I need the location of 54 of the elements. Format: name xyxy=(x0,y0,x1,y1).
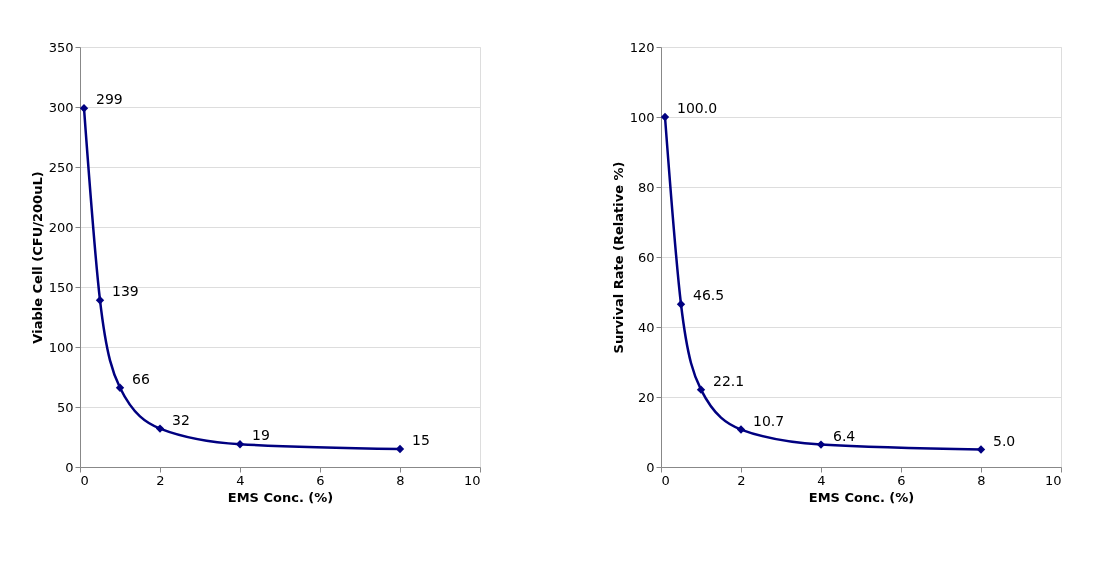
x-tick-label: 0 xyxy=(80,472,89,488)
x-tick-label: 4 xyxy=(817,472,826,488)
x-tick-label: 10 xyxy=(463,472,481,488)
x-tick-label: 8 xyxy=(977,472,986,488)
x-axis-title: EMS Conc. (%) xyxy=(808,489,915,505)
x-tick-label: 6 xyxy=(316,472,325,488)
x-tick-label: 8 xyxy=(396,472,405,488)
data-label: 139 xyxy=(112,283,139,300)
x-axis-title: EMS Conc. (%) xyxy=(227,489,334,505)
y-tick-label: 150 xyxy=(48,279,74,295)
y-tick-label: 100 xyxy=(48,339,74,355)
data-label: 22.1 xyxy=(713,372,745,389)
y-tick-label: 0 xyxy=(65,459,74,475)
point xyxy=(816,440,826,449)
point xyxy=(115,383,125,392)
point xyxy=(79,104,89,113)
y-tick-label: 80 xyxy=(637,179,655,195)
point xyxy=(155,424,165,433)
y-tick-label: 50 xyxy=(56,399,74,415)
point xyxy=(696,385,706,394)
point xyxy=(660,112,670,122)
x-tick-label: 0 xyxy=(661,472,670,488)
data-label: 19 xyxy=(252,427,270,444)
y-tick-label: 250 xyxy=(48,159,74,175)
x-tick-label: 6 xyxy=(897,472,906,488)
y-axis-title: Viable Cell (CFU/200uL) xyxy=(29,171,45,344)
y-tick-label: 200 xyxy=(48,219,74,235)
x-tick-label: 4 xyxy=(236,472,245,488)
data-label: 66 xyxy=(132,370,150,387)
data-label: 100.0 xyxy=(677,100,718,116)
data-label: 10.7 xyxy=(753,412,785,429)
point xyxy=(976,445,986,454)
point xyxy=(235,440,245,449)
y-tick-label: 120 xyxy=(629,39,655,55)
data-label: 6.4 xyxy=(833,427,856,444)
y-tick-label: 350 xyxy=(48,39,74,55)
data-label: 299 xyxy=(96,91,123,108)
y-tick-label: 100 xyxy=(629,109,655,125)
point xyxy=(676,300,686,309)
y-tick-label: 20 xyxy=(637,389,655,405)
data-label: 46.5 xyxy=(693,287,725,304)
data-label: 32 xyxy=(172,411,190,428)
point xyxy=(736,425,746,434)
y-tick-label: 0 xyxy=(646,459,655,475)
x-tick-label: 2 xyxy=(156,472,165,488)
y-axis-title: Survival Rate (Relative %) xyxy=(610,161,626,354)
y-tick-label: 300 xyxy=(48,99,74,115)
x-tick-label: 10 xyxy=(1044,472,1062,488)
x-tick-label: 2 xyxy=(737,472,746,488)
data-label: 15 xyxy=(412,432,430,448)
data-label: 5.0 xyxy=(993,432,1016,449)
y-tick-label: 40 xyxy=(637,319,655,335)
y-tick-label: 60 xyxy=(637,249,655,265)
point xyxy=(95,296,105,305)
